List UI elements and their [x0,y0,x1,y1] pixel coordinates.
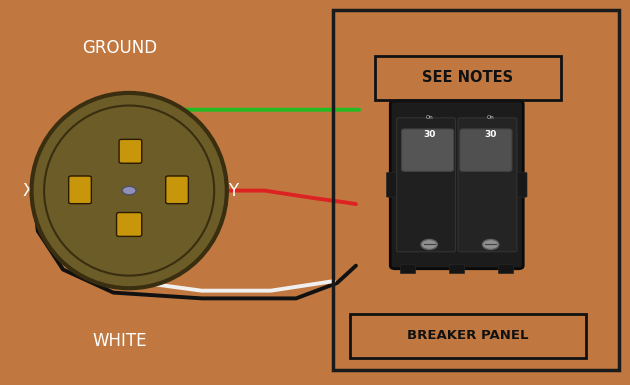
Circle shape [483,239,499,249]
FancyBboxPatch shape [515,172,527,197]
Bar [498,264,513,273]
FancyBboxPatch shape [402,129,454,171]
FancyBboxPatch shape [117,213,142,236]
Text: 30: 30 [484,130,497,139]
Text: On: On [487,115,495,120]
Text: Y: Y [228,182,238,199]
Bar [401,264,416,273]
Text: On: On [425,115,433,120]
Circle shape [421,239,437,249]
FancyBboxPatch shape [458,118,517,252]
FancyBboxPatch shape [397,118,455,252]
FancyBboxPatch shape [386,172,398,197]
FancyBboxPatch shape [166,176,188,204]
Text: X: X [23,182,34,199]
Text: SEE NOTES: SEE NOTES [422,70,513,85]
FancyBboxPatch shape [390,101,523,269]
Text: WHITE: WHITE [93,332,147,350]
Bar [449,264,464,273]
FancyBboxPatch shape [460,129,512,171]
FancyBboxPatch shape [69,176,91,204]
Text: 30: 30 [423,130,435,139]
Ellipse shape [32,93,227,288]
Text: BREAKER PANEL: BREAKER PANEL [407,330,529,342]
Circle shape [122,186,136,195]
FancyBboxPatch shape [119,139,142,163]
Text: GROUND: GROUND [82,39,158,57]
